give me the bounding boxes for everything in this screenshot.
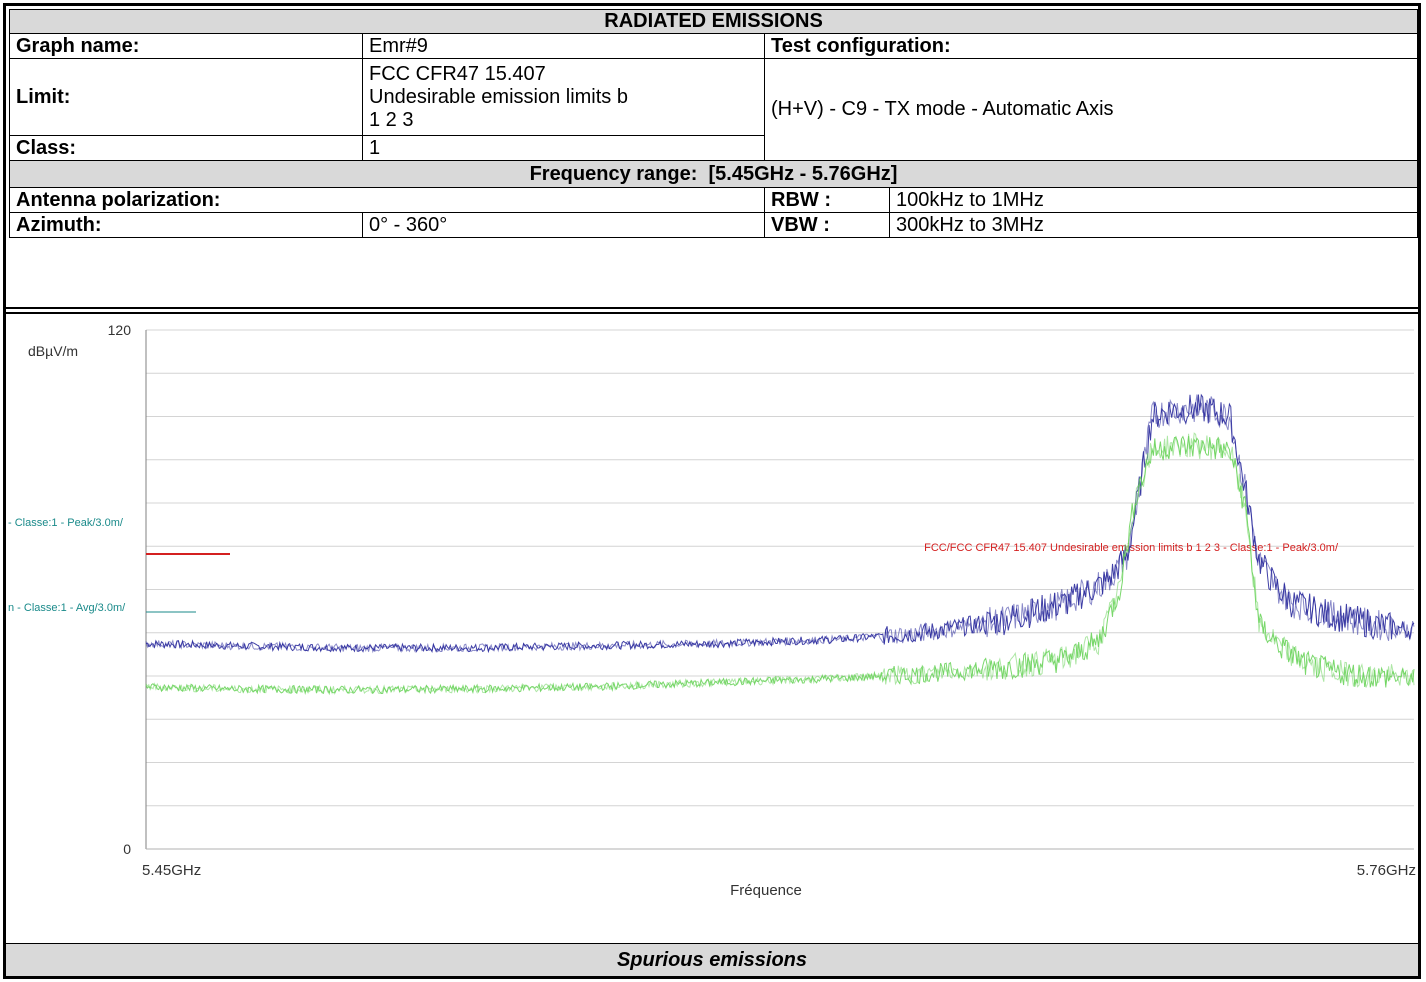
trace-average [145,435,1415,696]
azimuth-label: Azimuth: [9,212,363,238]
class-label: Class: [9,135,363,161]
vbw-label: VBW : [764,212,890,238]
frequency-range-value: [5.45GHz - 5.76GHz] [708,162,898,185]
azimuth-value: 0° - 360° [362,212,765,238]
test-config-value: (H+V) - C9 - TX mode - Automatic Axis [763,58,1418,161]
graph-name-label: Graph name: [9,33,363,59]
graph-name-value: Emr#9 [362,33,765,59]
test-info-table: RADIATED EMISSIONS Graph name: Emr#9 Tes… [8,9,1418,238]
limit-label: Limit: [9,58,363,136]
x-tick-label: 5.76GHz [1357,862,1416,879]
antenna-polarization-label: Antenna polarization: [9,187,765,213]
frequency-range-label: Frequency range: [529,162,698,185]
rbw-value: 100kHz to 1MHz [888,187,1418,213]
trace-average [145,432,1415,696]
report-title: RADIATED EMISSIONS [8,9,1418,34]
y-tick-label: 120 [108,322,132,338]
x-tick-label: 5.45GHz [142,862,201,879]
trace-peak [145,393,1415,654]
trace-peak [145,394,1415,654]
limit-value-line: 1 2 3 [369,108,414,131]
class-value: 1 [362,135,765,161]
y-tick-label: 0 [123,841,131,857]
x-axis-label: Fréquence [730,882,802,899]
y-axis-unit-label: dBµV/m [28,343,78,359]
limit-label-left-avg: n - Classe:1 - Avg/3.0m/ [8,602,126,614]
test-config-label: Test configuration: [763,33,1418,59]
limit-label-right: FCC/FCC CFR47 15.407 Undesirable emissio… [924,542,1339,554]
limit-value-line: Undesirable emission limits b [369,85,628,108]
limit-label-left-peak: - Classe:1 - Peak/3.0m/ [8,517,124,529]
limit-value-line: FCC CFR47 15.407 [369,62,546,85]
vbw-value: 300kHz to 3MHz [888,212,1418,238]
rbw-label: RBW : [764,187,890,213]
frequency-range: Frequency range: [5.45GHz - 5.76GHz] [8,160,1418,188]
figure-caption: Spurious emissions [6,943,1418,976]
limit-value: FCC CFR47 15.407 Undesirable emission li… [362,58,765,136]
emissions-chart: dBµV/m Fréquence 120 0 5.45GHz 5.76GHz - Cla… [8,322,1416,899]
report-frame: RADIATED EMISSIONS Graph name: Emr#9 Tes… [3,3,1421,979]
section-separator [6,307,1418,314]
